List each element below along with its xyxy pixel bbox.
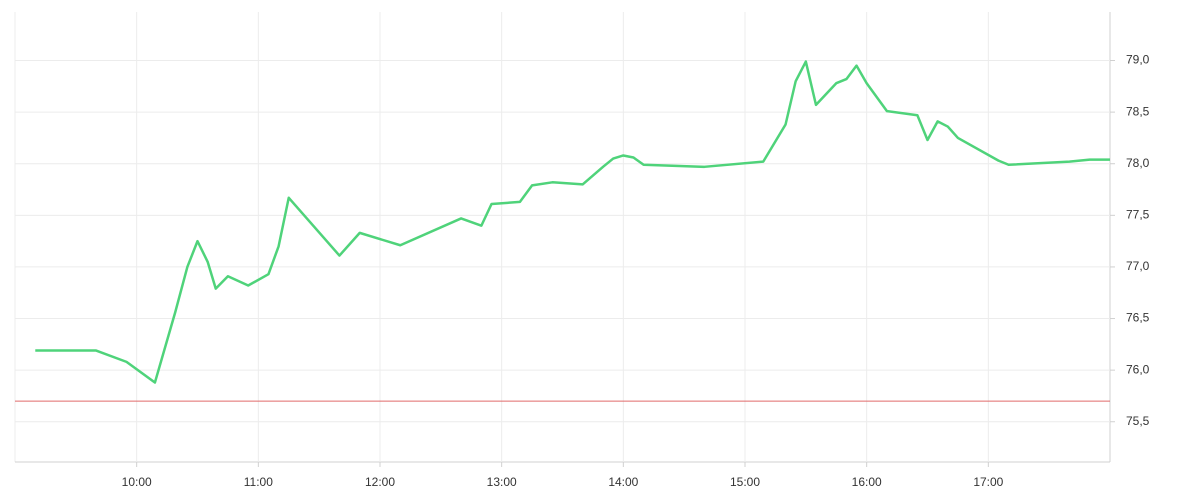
x-tick-label: 14:00: [608, 475, 638, 489]
x-tick-label: 13:00: [487, 475, 517, 489]
x-tick-label: 12:00: [365, 475, 395, 489]
x-tick-label: 10:00: [122, 475, 152, 489]
y-tick-label: 75,5: [1126, 414, 1150, 428]
y-tick-label: 77,0: [1126, 259, 1150, 273]
y-tick-label: 76,0: [1126, 362, 1150, 376]
y-tick-label: 76,5: [1126, 311, 1150, 325]
x-tick-label: 16:00: [852, 475, 882, 489]
x-tick-label: 15:00: [730, 475, 760, 489]
y-tick-label: 78,5: [1126, 104, 1150, 118]
x-tick-label: 17:00: [973, 475, 1003, 489]
y-tick-label: 78,0: [1126, 156, 1150, 170]
x-tick-label: 11:00: [244, 475, 273, 489]
y-tick-label: 77,5: [1126, 207, 1150, 221]
price-line: [35, 60, 1110, 384]
y-tick-label: 79,0: [1126, 53, 1150, 67]
